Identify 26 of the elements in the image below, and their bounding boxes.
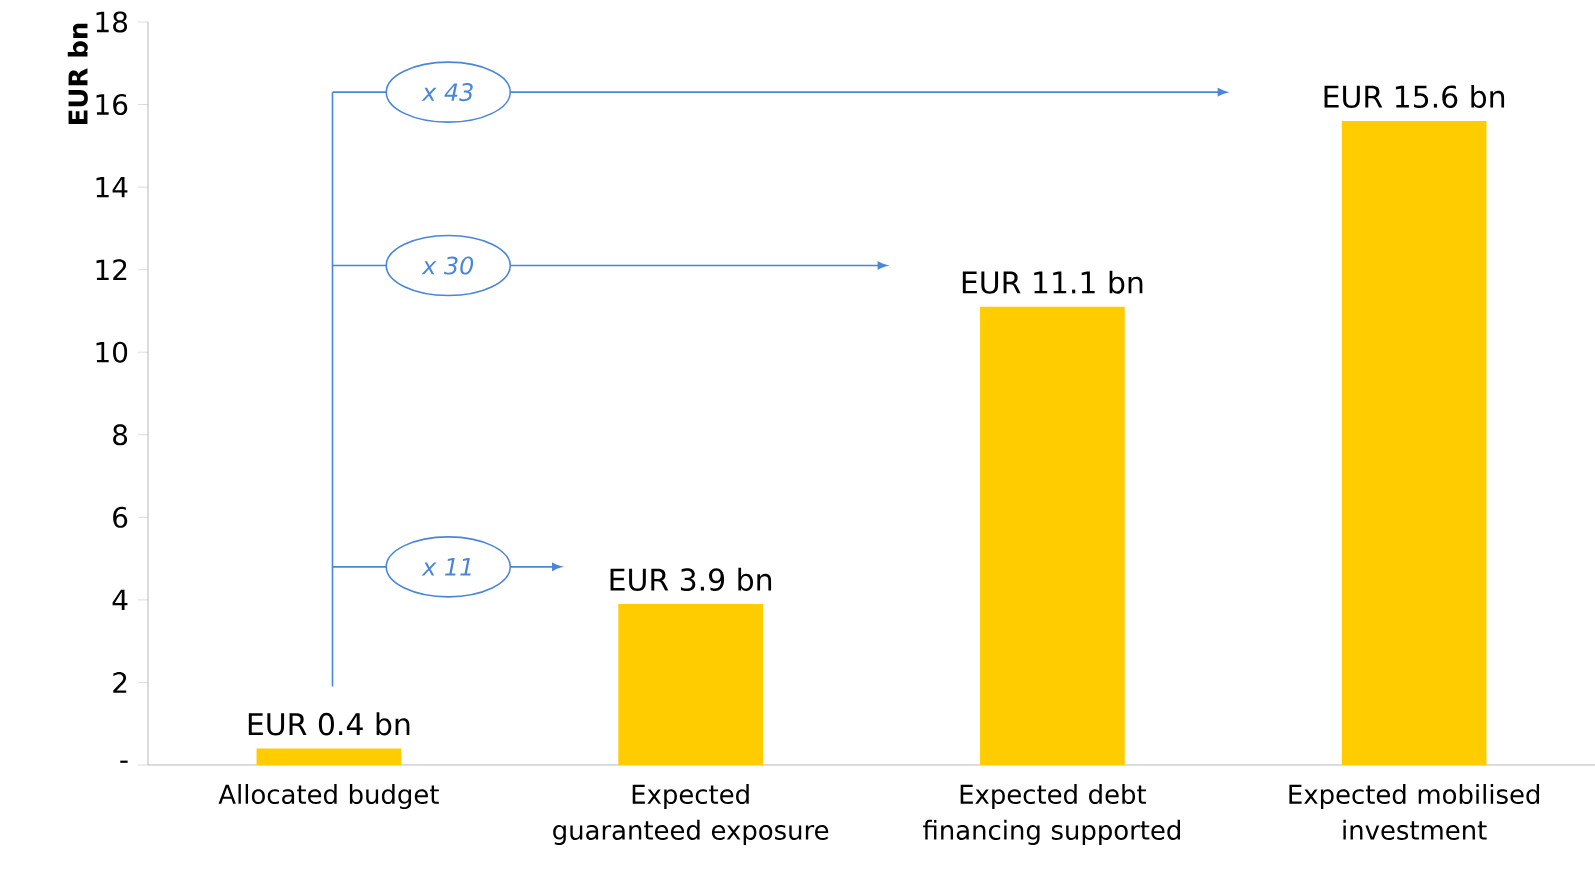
data-label: EUR 11.1 bn bbox=[962, 270, 1143, 294]
y-tick-label: 10 bbox=[96, 341, 128, 363]
y-tick-label: 2 bbox=[113, 672, 127, 693]
y-axis-title: EUR bn bbox=[67, 23, 88, 124]
bar bbox=[618, 604, 763, 765]
data-label: EUR 15.6 bn bbox=[1324, 84, 1505, 109]
x-tick-label: Allocated budget bbox=[218, 784, 439, 810]
annotation: x 11 bbox=[421, 558, 471, 576]
data-label: EUR 0.4 bn bbox=[248, 712, 410, 736]
x-tick-label: Expected debt financing supported bbox=[923, 784, 1180, 845]
bar bbox=[1341, 121, 1487, 765]
bar bbox=[256, 748, 402, 765]
y-tick-label: 12 bbox=[96, 259, 127, 280]
y-tick-label: 16 bbox=[96, 93, 128, 116]
annotation: x 43 bbox=[421, 83, 473, 102]
data-label: EUR 3.9 bn bbox=[610, 567, 772, 591]
y-tick-label: 18 bbox=[96, 11, 128, 33]
y-tick-label: - bbox=[120, 760, 128, 763]
bar bbox=[980, 306, 1125, 765]
y-tick-label: 14 bbox=[96, 176, 128, 198]
y-tick-label: 8 bbox=[113, 424, 128, 446]
x-tick-label: Expected mobilised investment bbox=[1289, 784, 1540, 840]
y-tick-label: 6 bbox=[113, 506, 128, 528]
y-tick-label: 4 bbox=[112, 589, 128, 611]
x-tick-label: Expected guaranteed exposure bbox=[553, 784, 829, 845]
annotation: x 30 bbox=[421, 256, 474, 275]
